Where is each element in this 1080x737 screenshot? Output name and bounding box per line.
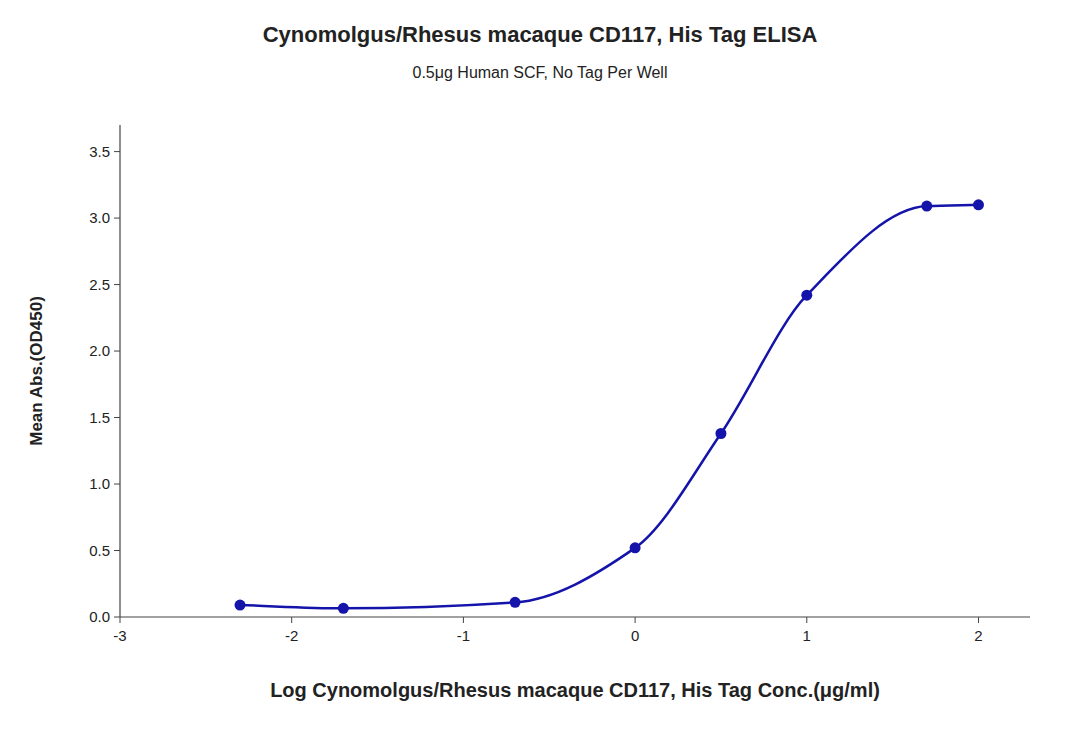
data-point <box>510 597 521 608</box>
x-tick <box>291 617 292 623</box>
data-point <box>338 603 349 614</box>
y-tick-label: 3.5 <box>89 143 110 160</box>
data-point <box>715 428 726 439</box>
y-axis-label: Mean Abs.(OD450) <box>27 296 46 446</box>
x-tick-label: -3 <box>113 627 126 644</box>
x-tick <box>978 617 979 623</box>
y-tick-label: 1.0 <box>89 475 110 492</box>
y-tick-label: 2.0 <box>89 342 110 359</box>
chart: Cynomolgus/Rhesus macaque CD117, His Tag… <box>0 0 1080 737</box>
x-tick-label: 1 <box>803 627 811 644</box>
data-point <box>973 199 984 210</box>
subtitle: 0.5μg Human SCF, No Tag Per Well <box>413 64 668 81</box>
y-tick <box>114 218 120 219</box>
x-tick <box>635 617 636 623</box>
title: Cynomolgus/Rhesus macaque CD117, His Tag… <box>263 22 818 47</box>
axes: -3 -2 -1 0 1 2 0.0 0.5 1.0 1.5 2.0 2.5 3.0 3.5 <box>89 125 1030 644</box>
y-tick-label: 3.0 <box>89 209 110 226</box>
x-axis-label: Log Cynomolgus/Rhesus macaque CD117, His… <box>270 679 880 701</box>
x-tick-label: -1 <box>457 627 470 644</box>
y-tick <box>114 351 120 352</box>
x-tick-label: 0 <box>631 627 639 644</box>
x-tick <box>806 617 807 623</box>
y-tick <box>114 484 120 485</box>
y-tick <box>114 151 120 152</box>
y-tick-label: 0.5 <box>89 542 110 559</box>
y-tick <box>114 284 120 285</box>
y-tick <box>114 550 120 551</box>
data-point <box>630 542 641 553</box>
data-point <box>235 600 246 611</box>
y-tick-label: 0.0 <box>89 608 110 625</box>
y-tick-label: 1.5 <box>89 409 110 426</box>
data-point <box>801 290 812 301</box>
y-tick <box>114 417 120 418</box>
x-tick-label: -2 <box>285 627 298 644</box>
y-axis-line <box>119 125 120 617</box>
data-point <box>921 201 932 212</box>
y-tick <box>114 617 120 618</box>
x-axis-line <box>120 616 1030 617</box>
chart-container: Cynomolgus/Rhesus macaque CD117, His Tag… <box>0 0 1080 737</box>
y-tick-label: 2.5 <box>89 276 110 293</box>
x-tick <box>463 617 464 623</box>
x-tick-label: 2 <box>974 627 982 644</box>
curve <box>240 205 978 609</box>
plot-area <box>235 199 984 614</box>
x-tick <box>120 617 121 623</box>
